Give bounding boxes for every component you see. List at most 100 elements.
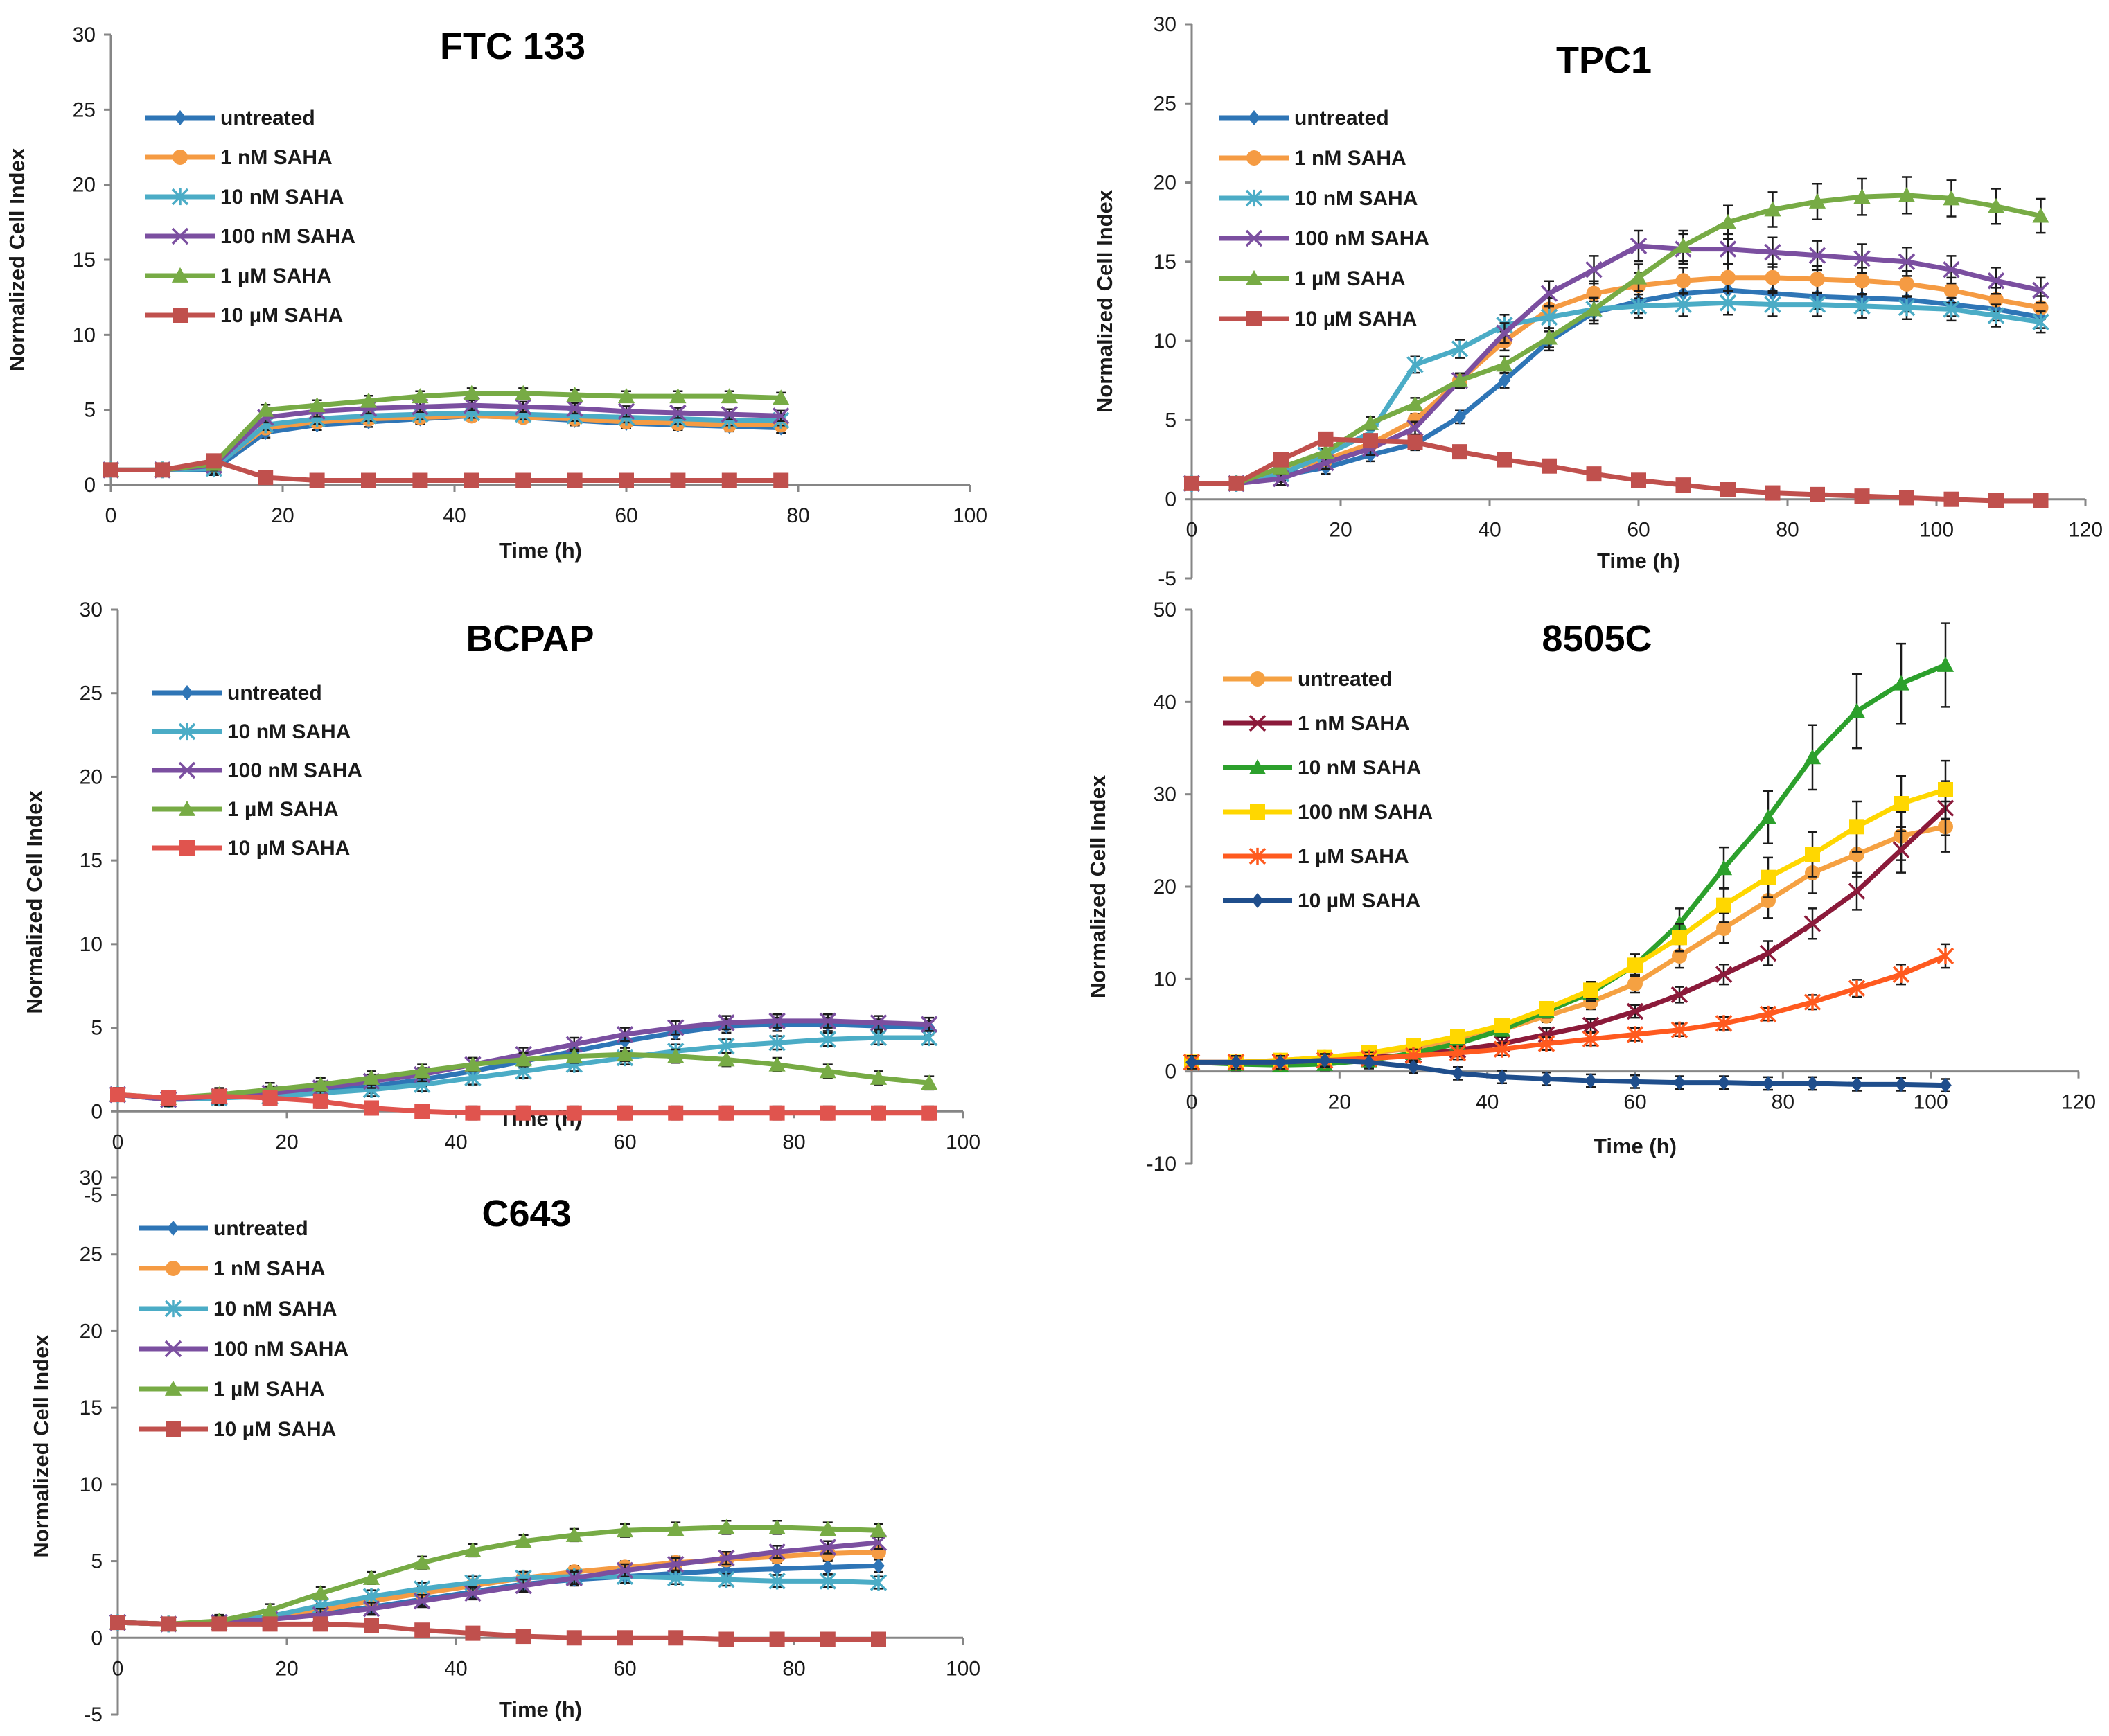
x-tick-label: 20 <box>275 1657 298 1680</box>
series-4 <box>1183 176 2049 491</box>
data-point <box>1851 1077 1863 1092</box>
data-point <box>1317 443 1334 459</box>
data-point <box>667 1019 685 1036</box>
x-tick-label: 40 <box>443 504 466 527</box>
data-point <box>464 1056 482 1072</box>
series-line <box>1192 787 1947 1065</box>
data-point <box>1759 808 1777 824</box>
data-point <box>668 1105 684 1121</box>
x-axis-title: Time (h) <box>1597 549 1680 573</box>
data-point <box>1407 434 1423 450</box>
x-tick-label: 60 <box>615 504 637 527</box>
data-point <box>1808 247 1826 264</box>
legend-swatch-marker <box>1250 671 1265 687</box>
data-point <box>1715 1015 1733 1032</box>
data-point <box>1540 1071 1553 1087</box>
legend-label: 100 nM SAHA <box>220 225 355 248</box>
data-point <box>1230 1054 1242 1070</box>
data-point <box>718 1051 735 1067</box>
y-tick-label: 0 <box>84 474 96 497</box>
data-point <box>567 472 583 488</box>
legend-label: 1 nM SAHA <box>220 146 333 169</box>
y-tick-label: 30 <box>1154 13 1176 36</box>
x-tick-label: 20 <box>275 1131 298 1153</box>
data-point <box>920 1016 938 1033</box>
legend-item: 10 nM SAHA <box>1223 756 1421 779</box>
data-point <box>414 1104 430 1119</box>
chart-panel-4: -5 0 5 10 15 20 25 30 0 20 40 60 80 100 Time (h) Normal… <box>29 1167 980 1726</box>
data-point <box>360 392 378 408</box>
series-5 <box>110 1615 886 1647</box>
series-line <box>117 1540 879 1627</box>
y-tick-label: 50 <box>1154 599 1176 621</box>
legend-item: 1 µM SAHA <box>152 798 339 821</box>
x-axis-title: Time (h) <box>1594 1134 1677 1158</box>
legend-swatch-marker <box>164 1380 182 1396</box>
data-point <box>2032 207 2049 223</box>
x-tick-label: 60 <box>613 1131 636 1153</box>
data-point <box>1496 1069 1508 1085</box>
data-point <box>1761 869 1776 885</box>
data-point <box>768 1056 786 1072</box>
legend-item: untreated <box>145 107 315 130</box>
series-5 <box>1184 431 2049 508</box>
x-tick-label: 0 <box>105 504 117 527</box>
data-point <box>1854 488 1870 504</box>
data-point <box>1943 301 1960 318</box>
y-tick-label: 5 <box>91 1017 103 1040</box>
y-tick-label: -5 <box>84 1184 103 1207</box>
legend-swatch-marker <box>1246 150 1262 166</box>
data-point <box>1496 324 1513 342</box>
legend-swatch-marker <box>174 110 186 125</box>
x-tick-label: 0 <box>112 1657 124 1680</box>
data-point <box>819 1573 837 1590</box>
data-point <box>616 1561 634 1579</box>
data-point <box>1496 356 1513 372</box>
data-point <box>619 472 634 488</box>
data-point <box>312 1076 329 1092</box>
y-tick-label: 5 <box>84 399 96 422</box>
data-point <box>1630 269 1648 285</box>
data-point <box>515 1577 532 1595</box>
data-point <box>1987 197 2005 213</box>
legend-swatch-marker <box>1245 189 1263 207</box>
data-point <box>1803 993 1821 1011</box>
data-point <box>1451 372 1469 388</box>
data-point <box>1586 466 1602 482</box>
data-point <box>1849 847 1864 862</box>
data-point <box>1627 976 1643 991</box>
data-point <box>1585 1073 1597 1088</box>
legend-item: 1 nM SAHA <box>145 146 333 169</box>
data-point <box>870 1534 888 1552</box>
data-point <box>769 1631 785 1647</box>
data-point <box>1493 1040 1511 1058</box>
data-point <box>1363 1054 1375 1070</box>
y-tick-label: 10 <box>1154 968 1176 991</box>
data-point <box>211 1088 227 1104</box>
x-tick-label: 80 <box>782 1131 805 1153</box>
data-point <box>1720 482 1736 497</box>
x-tick-label: 40 <box>1478 519 1501 542</box>
data-point <box>309 472 325 488</box>
data-point <box>1719 240 1737 258</box>
data-point <box>515 384 532 400</box>
data-point <box>921 1074 938 1090</box>
data-point <box>110 1615 125 1631</box>
legend-item: 100 nM SAHA <box>152 759 362 782</box>
data-point <box>362 1069 380 1085</box>
data-point <box>718 1570 735 1588</box>
data-point <box>617 388 635 404</box>
y-tick-label: 20 <box>80 1320 103 1343</box>
legend-label: 1 nM SAHA <box>1294 147 1406 170</box>
data-point <box>1808 296 1826 313</box>
legend-item: 10 µM SAHA <box>139 1418 336 1441</box>
data-point <box>1228 475 1244 491</box>
series-line <box>111 391 782 472</box>
data-point <box>1675 296 1692 313</box>
x-tick-label: 100 <box>953 504 987 527</box>
data-point <box>1451 1065 1464 1081</box>
data-point <box>772 407 790 425</box>
series-line <box>1192 193 2042 486</box>
data-point <box>262 1090 278 1106</box>
data-point <box>361 472 376 488</box>
